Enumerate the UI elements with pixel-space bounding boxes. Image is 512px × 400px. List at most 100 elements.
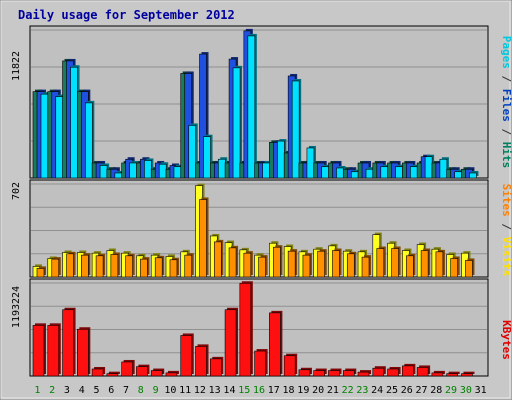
bar-pages-day-11 xyxy=(188,125,197,179)
x-tick-label-day-10: 10 xyxy=(164,385,176,396)
bar-sites-day-14 xyxy=(228,247,237,278)
bar-sites-day-25 xyxy=(391,248,399,278)
side-legend-top-part-2: Files xyxy=(500,89,512,122)
x-tick-label-day-9: 9 xyxy=(153,385,159,396)
bar-depth-kbytes-day-30 xyxy=(463,371,475,374)
x-tick-label-day-1: 1 xyxy=(34,385,40,396)
bar-sites-day-28 xyxy=(435,251,444,278)
bars-bottom xyxy=(32,281,475,377)
bar-depth-kbytes-day-10 xyxy=(167,370,179,374)
bar-kbytes-day-13 xyxy=(209,358,222,377)
x-tick-label-day-23: 23 xyxy=(356,385,368,396)
x-tick-label-day-14: 14 xyxy=(223,385,235,396)
bar-pages-day-4 xyxy=(85,102,93,179)
gridlines-top xyxy=(31,29,487,142)
bar-pages-day-5 xyxy=(99,165,108,179)
bar-kbytes-day-29 xyxy=(446,373,458,377)
bar-sites-day-7 xyxy=(125,255,133,278)
bar-sites-day-3 xyxy=(66,253,74,278)
bar-pages-day-12 xyxy=(203,136,211,179)
bar-sites-day-8 xyxy=(140,258,148,278)
side-legend-middle: Sites / Visits xyxy=(500,184,512,277)
bar-pages-day-25 xyxy=(395,166,403,179)
bar-kbytes-day-16 xyxy=(254,350,266,377)
x-axis-labels: 1 2 3 4 5 6 7 8 9 10 11 12 13 14 15 16 17 18 19 20 21 22 23 24 2… xyxy=(34,385,486,396)
x-tick-label-day-26: 26 xyxy=(401,385,413,396)
panel-bottom: 1193224 KBytes xyxy=(11,278,512,377)
bar-sites-day-5 xyxy=(95,255,104,278)
bar-pages-day-13 xyxy=(217,158,226,179)
side-legend-top-part-4: Hits xyxy=(500,142,512,169)
bar-kbytes-day-28 xyxy=(431,372,444,377)
x-tick-label-day-29: 29 xyxy=(445,385,457,396)
bars-middle xyxy=(32,183,475,278)
x-tick-label-day-16: 16 xyxy=(253,385,265,396)
x-tick-label-day-3: 3 xyxy=(64,385,70,396)
bar-sites-day-15 xyxy=(243,252,252,278)
bar-sites-day-19 xyxy=(302,254,311,278)
x-tick-label-day-17: 17 xyxy=(268,385,280,396)
bar-kbytes-day-8 xyxy=(136,366,148,377)
bar-sites-day-9 xyxy=(154,257,163,278)
side-legend-middle-part-2: Visits xyxy=(500,237,512,277)
bar-kbytes-day-14 xyxy=(224,309,237,377)
bar-pages-day-22 xyxy=(350,171,359,179)
bar-kbytes-day-27 xyxy=(416,367,429,377)
bar-pages-day-28 xyxy=(439,158,448,179)
bar-sites-day-12 xyxy=(199,199,207,278)
x-tick-label-day-11: 11 xyxy=(179,385,191,396)
bar-kbytes-day-2 xyxy=(47,325,60,377)
bar-files-day-12 xyxy=(199,53,207,179)
bar-sites-day-29 xyxy=(450,258,458,278)
bar-pages-day-23 xyxy=(365,168,374,179)
bar-sites-day-1 xyxy=(36,268,45,278)
x-tick-label-day-12: 12 xyxy=(194,385,206,396)
bar-kbytes-day-9 xyxy=(150,370,163,377)
bar-pages-day-29 xyxy=(454,171,462,179)
bar-sites-day-10 xyxy=(169,259,178,278)
x-tick-label-day-30: 30 xyxy=(460,385,472,396)
bar-kbytes-day-1 xyxy=(32,325,45,377)
side-legend-top-part-0: Pages xyxy=(500,36,512,69)
x-tick-label-day-31: 31 xyxy=(475,385,487,396)
x-tick-label-day-8: 8 xyxy=(138,385,144,396)
bar-sites-day-20 xyxy=(317,250,326,278)
x-tick-label-day-22: 22 xyxy=(342,385,354,396)
bar-sites-day-17 xyxy=(273,246,281,278)
x-tick-label-day-2: 2 xyxy=(49,385,55,396)
panel-top: 11822 Pages / Files / Hits xyxy=(11,25,512,179)
bar-pages-day-20 xyxy=(321,166,330,179)
bar-pages-day-8 xyxy=(144,160,152,179)
bar-pages-day-21 xyxy=(336,167,344,179)
bar-kbytes-day-10 xyxy=(165,372,178,377)
bar-sites-day-27 xyxy=(420,250,429,278)
gridlines-bottom xyxy=(31,282,487,354)
bar-sites-day-18 xyxy=(287,250,296,278)
bar-kbytes-day-20 xyxy=(313,370,326,377)
bar-sites-day-13 xyxy=(213,241,222,278)
x-tick-label-day-20: 20 xyxy=(312,385,324,396)
bar-depth-kbytes-day-29 xyxy=(448,371,460,374)
bar-pages-day-7 xyxy=(129,162,137,179)
bar-pages-day-14 xyxy=(232,67,241,179)
bar-kbytes-day-17 xyxy=(269,312,281,377)
bar-sites-day-30 xyxy=(465,260,473,278)
bar-pages-day-18 xyxy=(291,80,300,179)
bar-depth-kbytes-day-28 xyxy=(433,370,445,374)
bar-kbytes-day-15 xyxy=(239,282,252,377)
bar-kbytes-day-6 xyxy=(106,373,119,377)
bar-depth-kbytes-day-6 xyxy=(108,371,120,374)
bar-kbytes-day-22 xyxy=(342,370,355,377)
bar-kbytes-day-3 xyxy=(62,309,74,377)
side-legend-top: Pages / Files / Hits xyxy=(500,36,512,169)
bar-kbytes-day-11 xyxy=(180,335,193,377)
ymax-label-middle: 702 xyxy=(11,182,22,200)
bar-pages-day-1 xyxy=(40,93,49,179)
x-tick-label-day-5: 5 xyxy=(93,385,99,396)
x-tick-label-day-18: 18 xyxy=(283,385,295,396)
bar-kbytes-day-18 xyxy=(283,355,296,377)
bar-pages-day-16 xyxy=(262,162,270,179)
x-tick-label-day-7: 7 xyxy=(123,385,129,396)
bar-kbytes-day-19 xyxy=(298,369,311,377)
